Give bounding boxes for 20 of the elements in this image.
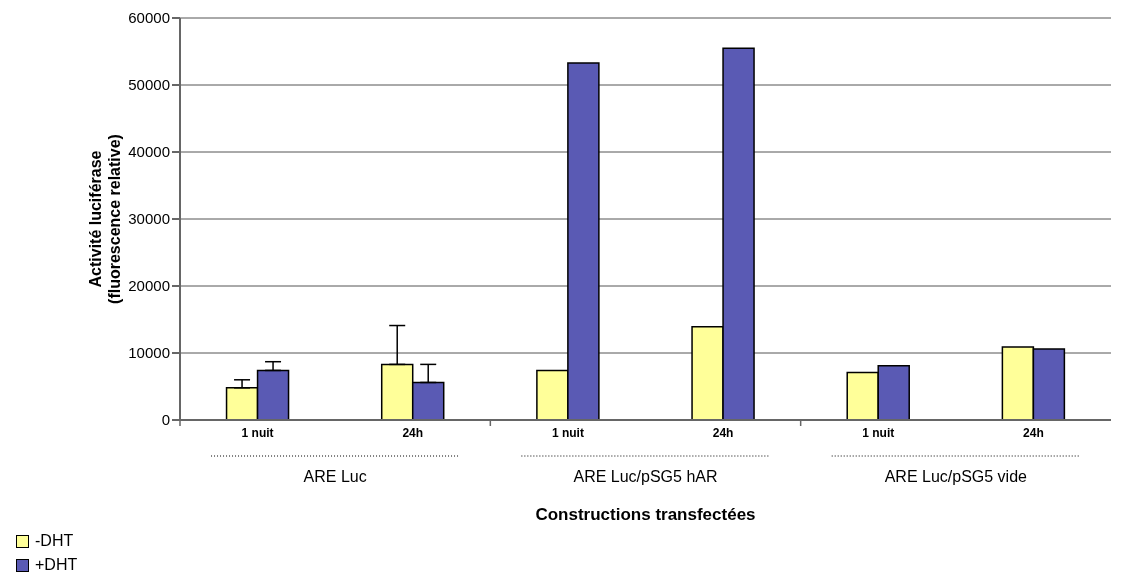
y-tick-label: 10000 <box>128 344 170 362</box>
legend-label: -DHT <box>35 532 74 550</box>
y-tick-label: 60000 <box>128 9 170 27</box>
y-axis-title: Activité luciférase (fluorescence relative) <box>87 134 123 304</box>
y-tick-label: 30000 <box>128 210 170 228</box>
x-tick-label: 24h <box>1023 425 1044 440</box>
x-tick-label: 24h <box>402 425 424 440</box>
y-tick-label: 40000 <box>128 143 170 161</box>
text: ARE Luc <box>303 468 367 485</box>
y-tick-label: 20000 <box>128 277 170 295</box>
legend-label: +DHT <box>35 556 78 574</box>
x-axis-title: Constructions transfectées <box>535 505 756 524</box>
text: ARE Luc/pSG5 hAR <box>573 468 718 485</box>
x-tick-label: 1 nuit <box>241 425 274 440</box>
y-tick-label: 50000 <box>128 76 170 94</box>
x-tick-label: 1 nuit <box>862 425 895 440</box>
text: ARE Luc/pSG5 vide <box>884 468 1028 485</box>
x-tick-label: 24h <box>712 425 734 440</box>
y-tick-label: 0 <box>161 411 170 429</box>
x-tick-label: 1 nuit <box>551 425 584 440</box>
